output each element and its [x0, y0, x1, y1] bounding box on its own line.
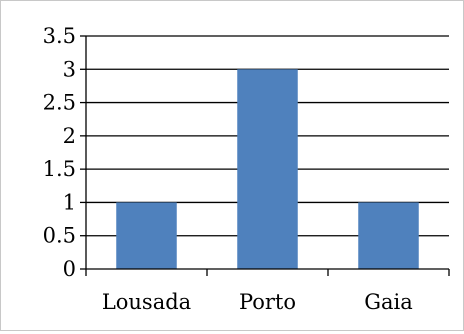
axes [80, 35, 450, 276]
x-tick-label: Lousada [102, 290, 191, 314]
y-tick-label: 1 [63, 190, 76, 214]
x-tick-labels: Lousada Porto Gaia [102, 290, 413, 314]
y-tick-label: 2.5 [43, 91, 76, 115]
bar-lousada [116, 202, 177, 269]
y-tick-label: 3.5 [43, 24, 76, 48]
y-tick-label: 1.5 [43, 157, 76, 181]
bar-gaia [358, 202, 419, 269]
y-tick-label: 0 [63, 257, 76, 281]
y-tick-label: 3 [63, 57, 76, 81]
y-tick-label: 0.5 [43, 224, 76, 248]
y-tick-labels: 0 0.5 1 1.5 2 2.5 3 3.5 [43, 24, 76, 281]
bars [116, 69, 419, 270]
x-tick-label: Porto [239, 290, 296, 314]
bar-porto [237, 69, 298, 270]
y-tick-label: 2 [63, 124, 76, 148]
x-tick-label: Gaia [364, 290, 413, 314]
